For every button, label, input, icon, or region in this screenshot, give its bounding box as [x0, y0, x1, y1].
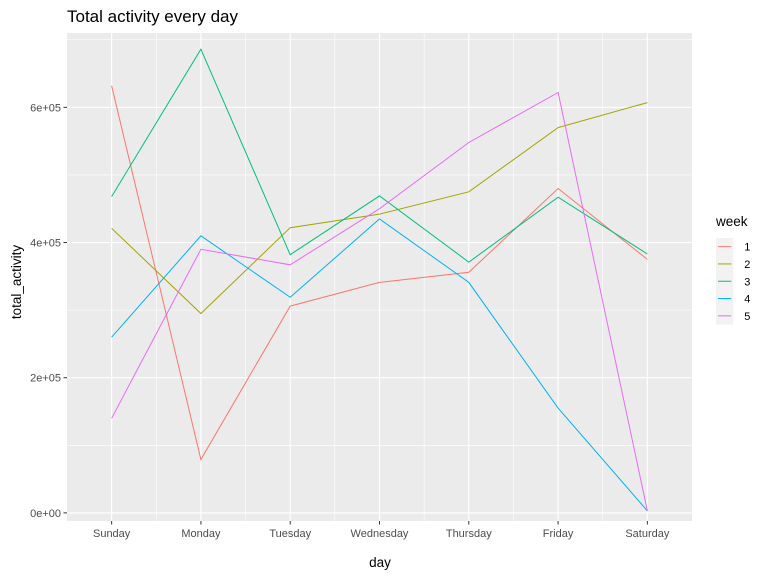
legend-label: 4 [744, 294, 750, 306]
x-axis-title: day [369, 555, 391, 570]
legend-label: 5 [744, 311, 750, 323]
series-line-week-5 [111, 91, 648, 512]
series-layer [111, 48, 648, 512]
legend: week 1 2 3 4 5 [715, 214, 750, 325]
y-axis: 0e+00 2e+05 4e+05 6e+05 [30, 102, 67, 520]
y-tick-label: 4e+05 [30, 238, 61, 250]
y-axis-title: total_activity [9, 245, 24, 320]
plot-area [67, 33, 692, 521]
x-tick-label: Saturday [625, 528, 670, 540]
x-tick-label: Sunday [93, 528, 131, 540]
legend-label: 1 [744, 242, 750, 254]
y-tick-label: 0e+00 [30, 508, 61, 520]
series-line-week-4 [111, 218, 648, 512]
y-tick-label: 2e+05 [30, 373, 61, 385]
legend-label: 2 [744, 259, 750, 271]
y-tick-label: 6e+05 [30, 102, 61, 114]
x-axis: Sunday Monday Tuesday Wednesday Thursday Frid… [93, 521, 670, 540]
x-tick-label: Thursday [446, 528, 492, 540]
chart-title: Total activity every day [67, 7, 239, 26]
legend-title: week [715, 214, 748, 229]
x-tick-label: Tuesday [269, 528, 311, 540]
x-tick-label: Monday [181, 528, 221, 540]
series-line-week-3 [111, 48, 648, 263]
x-tick-label: Friday [543, 528, 574, 540]
series-line-week-2 [111, 102, 648, 315]
series-line-week-1 [111, 85, 648, 461]
x-tick-label: Wednesday [351, 528, 409, 540]
legend-label: 3 [744, 276, 750, 288]
